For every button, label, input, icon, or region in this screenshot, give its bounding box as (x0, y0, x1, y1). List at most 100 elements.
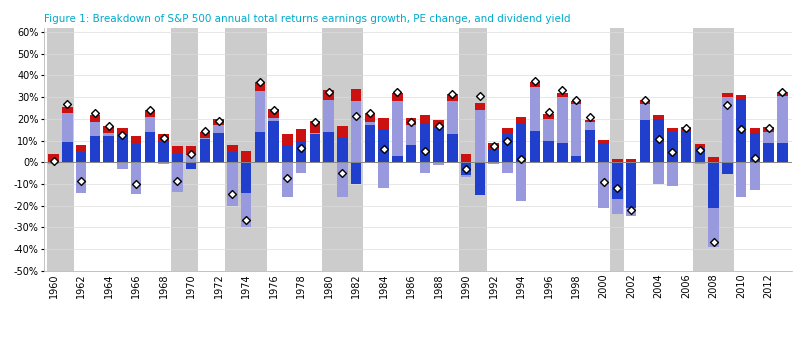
Bar (585, 122, 595, 130)
Point (350, 113, 362, 119)
Bar (118, 134, 127, 162)
Point (611, 185, 624, 191)
Point (171, 178, 184, 184)
Bar (558, 93, 567, 97)
Bar (612, 162, 622, 199)
Text: Figure 1: Breakdown of S&P 500 annual total returns earnings growth, PE change, : Figure 1: Breakdown of S&P 500 annual to… (44, 14, 570, 24)
Bar (323, 100, 334, 132)
Bar (186, 162, 196, 169)
Bar (310, 133, 320, 134)
Bar (516, 123, 526, 162)
Bar (392, 93, 402, 101)
Bar (310, 134, 320, 162)
Bar (626, 208, 636, 217)
Bar (254, 82, 265, 91)
Point (598, 179, 610, 185)
Bar (598, 140, 609, 143)
Point (267, 108, 280, 113)
Bar (530, 87, 540, 131)
Bar (598, 162, 609, 208)
Bar (406, 118, 416, 125)
Bar (365, 113, 375, 122)
Bar (49, 154, 58, 161)
Bar (172, 153, 182, 162)
Point (474, 93, 486, 99)
Bar (90, 115, 100, 122)
Bar (694, 144, 705, 148)
Bar (214, 119, 224, 125)
Bar (598, 143, 609, 162)
Bar (434, 120, 444, 127)
Bar (693, 28, 734, 271)
Point (281, 175, 294, 181)
Point (460, 167, 473, 172)
Bar (269, 109, 278, 118)
Point (212, 118, 225, 124)
Bar (612, 199, 622, 214)
Bar (76, 145, 86, 152)
Bar (654, 115, 664, 119)
Bar (269, 121, 278, 162)
Bar (131, 144, 142, 162)
Bar (323, 132, 334, 162)
Point (638, 97, 651, 103)
Bar (778, 96, 787, 143)
Point (570, 98, 582, 103)
Point (158, 135, 170, 141)
Bar (90, 122, 100, 136)
Bar (338, 126, 347, 138)
Bar (118, 162, 127, 169)
Bar (186, 146, 196, 155)
Bar (640, 100, 650, 104)
Bar (461, 175, 471, 177)
Bar (62, 142, 73, 162)
Bar (626, 159, 636, 162)
Bar (489, 149, 498, 162)
Bar (200, 139, 210, 162)
Bar (365, 125, 375, 162)
Bar (323, 91, 334, 100)
Point (749, 155, 762, 160)
Bar (118, 128, 127, 134)
Bar (103, 133, 114, 136)
Bar (694, 162, 705, 164)
Bar (186, 155, 196, 162)
Bar (131, 136, 142, 144)
Bar (640, 104, 650, 120)
Bar (310, 121, 320, 133)
Bar (351, 101, 362, 162)
Bar (62, 113, 73, 142)
Bar (335, 28, 363, 271)
Bar (667, 162, 678, 186)
Point (666, 149, 678, 154)
Bar (227, 162, 238, 205)
Bar (447, 94, 458, 101)
Bar (530, 82, 540, 87)
Bar (214, 125, 224, 133)
Bar (489, 162, 498, 164)
Bar (378, 162, 389, 188)
Bar (62, 107, 73, 113)
Bar (681, 131, 691, 162)
Bar (296, 129, 306, 141)
Bar (90, 136, 100, 162)
Bar (434, 162, 444, 166)
Bar (474, 162, 485, 195)
Point (74, 178, 87, 184)
Point (391, 90, 404, 95)
Point (432, 123, 445, 129)
Point (721, 102, 734, 108)
Bar (543, 114, 554, 119)
Bar (365, 122, 375, 125)
Point (130, 181, 142, 187)
Point (542, 110, 555, 115)
Bar (170, 28, 198, 271)
Bar (709, 158, 718, 162)
Bar (172, 162, 182, 192)
Bar (709, 208, 718, 247)
Bar (750, 128, 760, 133)
Bar (474, 103, 485, 110)
Bar (158, 134, 169, 141)
Bar (406, 145, 416, 162)
Bar (558, 143, 567, 162)
